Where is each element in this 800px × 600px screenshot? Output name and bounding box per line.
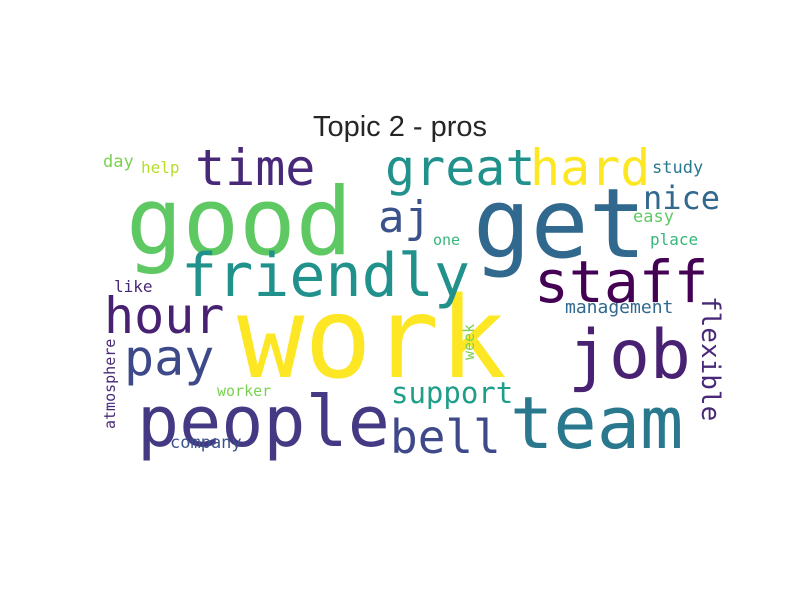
word-management: management [565, 297, 674, 318]
word-get: get [473, 168, 647, 280]
word-worker: worker [217, 382, 272, 400]
word-study: study [652, 158, 704, 178]
word-hard: hard [530, 139, 651, 197]
word-easy: easy [633, 207, 674, 227]
word-support: support [391, 376, 514, 410]
word-help: help [141, 158, 180, 177]
word-time: time [195, 139, 316, 197]
word-job: job [568, 316, 691, 395]
word-aj: aj [378, 192, 431, 243]
word-team: team [510, 381, 684, 465]
word-atmosphere: atmosphere [101, 338, 119, 429]
word-flexible: flexible [695, 296, 725, 422]
word-place: place [650, 230, 699, 249]
word-friendly: friendly [181, 241, 470, 311]
word-work: work [237, 274, 507, 404]
word-good: good [126, 168, 353, 277]
word-one: one [433, 231, 461, 249]
word-bell: bell [390, 410, 501, 464]
word-great: great [385, 139, 536, 197]
word-people: people [137, 381, 390, 463]
word-pay: pay [124, 329, 215, 387]
chart-title: Topic 2 - pros [312, 111, 488, 143]
word-day: day [103, 152, 134, 172]
word-nice: nice [643, 179, 721, 217]
word-staff: staff [534, 248, 709, 316]
word-like: like [114, 277, 153, 296]
word-week: week [460, 323, 478, 360]
word-company: company [170, 433, 242, 453]
word-hour: hour [104, 287, 225, 345]
